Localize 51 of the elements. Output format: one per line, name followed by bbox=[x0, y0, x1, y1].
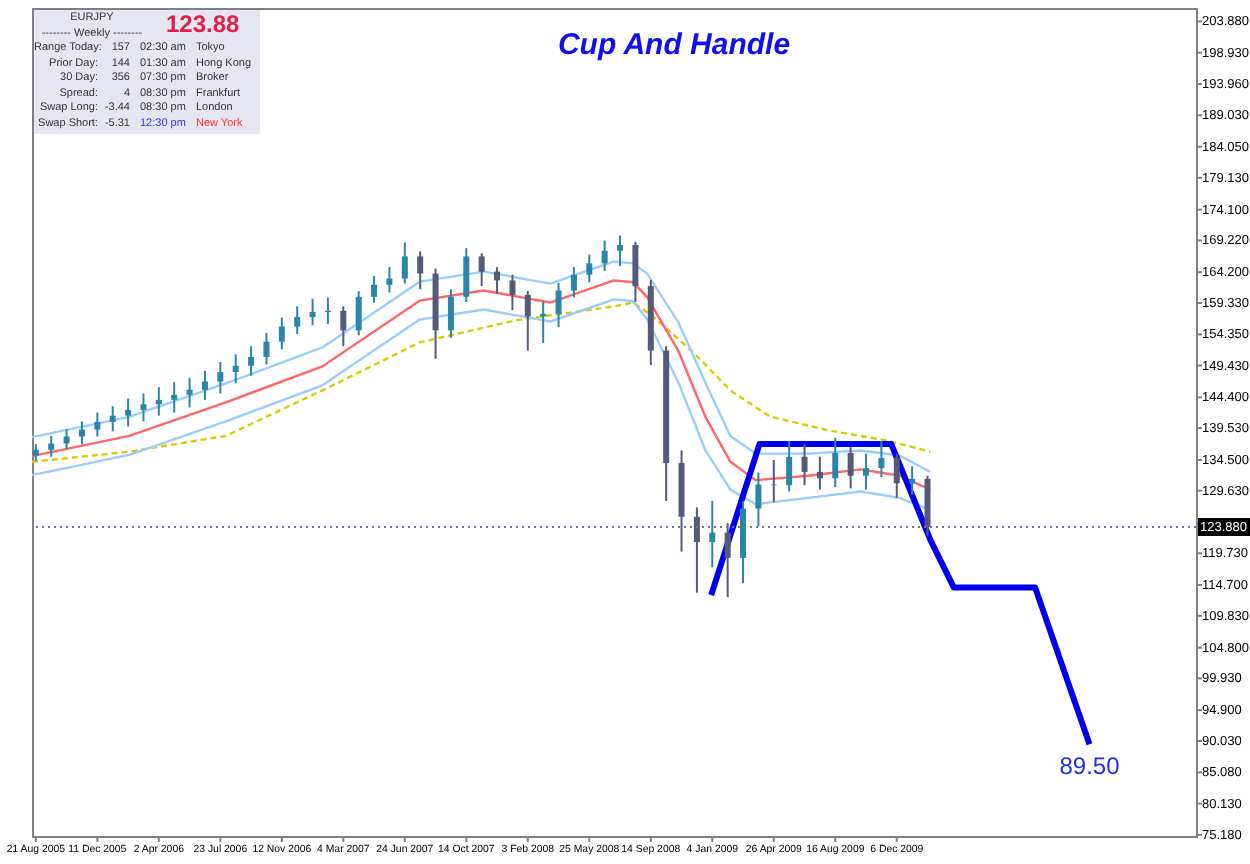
candlestick bbox=[893, 452, 900, 499]
candlestick bbox=[509, 273, 516, 312]
candlestick bbox=[447, 288, 454, 339]
candlestick bbox=[386, 266, 393, 294]
candlestick bbox=[555, 281, 562, 329]
candlestick bbox=[94, 411, 101, 438]
candlestick bbox=[755, 471, 762, 528]
annotation: 123.88 bbox=[166, 10, 240, 38]
candlestick bbox=[617, 234, 624, 267]
candlestick bbox=[371, 274, 378, 304]
candlestick bbox=[524, 290, 531, 352]
candlestick bbox=[878, 439, 885, 478]
candlestick bbox=[570, 266, 577, 299]
candlestick bbox=[801, 443, 808, 487]
candlestick bbox=[48, 434, 55, 458]
text: Cup And Handle bbox=[557, 28, 791, 62]
annotation: 89.50 bbox=[1059, 752, 1121, 781]
candlestick bbox=[863, 452, 870, 491]
candlestick bbox=[263, 331, 270, 366]
candlestick bbox=[201, 369, 208, 401]
candlestick bbox=[217, 360, 224, 395]
candlestick bbox=[309, 297, 316, 327]
candlestick bbox=[140, 392, 147, 423]
candlestick bbox=[478, 252, 485, 288]
line-series bbox=[30, 301, 932, 464]
candlestick bbox=[78, 420, 85, 446]
candlestick bbox=[232, 353, 239, 385]
line-series bbox=[708, 441, 1093, 748]
candlestick bbox=[463, 247, 470, 303]
candlestick bbox=[171, 381, 178, 414]
candlestick bbox=[709, 500, 716, 569]
candlestick bbox=[693, 506, 700, 594]
candlestick bbox=[586, 253, 593, 284]
candlestick bbox=[847, 446, 854, 490]
candlestick bbox=[186, 376, 193, 409]
candlestick bbox=[494, 266, 501, 295]
candlestick bbox=[355, 290, 362, 337]
candlestick bbox=[724, 522, 731, 599]
candlestick bbox=[632, 240, 639, 303]
candlestick bbox=[248, 345, 255, 377]
candlestick bbox=[125, 397, 132, 428]
candlestick bbox=[601, 239, 608, 272]
candlestick bbox=[340, 305, 347, 348]
candlestick bbox=[417, 250, 424, 291]
candlestick bbox=[401, 241, 408, 285]
candlestick bbox=[278, 316, 285, 351]
candlestick bbox=[109, 405, 116, 433]
candlestick bbox=[832, 436, 839, 489]
candlestick bbox=[294, 305, 301, 336]
candlestick bbox=[816, 455, 823, 491]
candlestick bbox=[786, 439, 793, 493]
